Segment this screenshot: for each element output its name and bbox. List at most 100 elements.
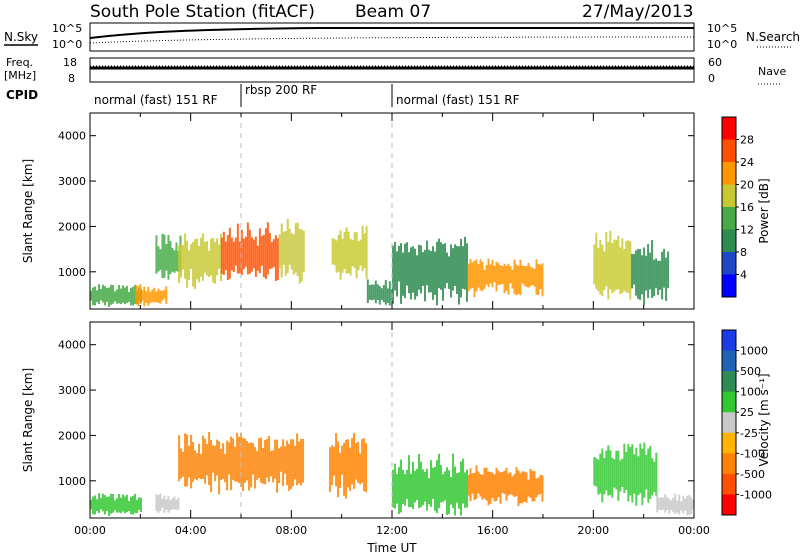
data-cell bbox=[268, 435, 271, 482]
data-cell bbox=[637, 456, 640, 496]
data-cell bbox=[631, 444, 634, 503]
data-cell bbox=[422, 252, 424, 286]
data-cell bbox=[473, 260, 476, 298]
nsky-tick-high: 10^5 bbox=[52, 22, 82, 35]
data-cell bbox=[228, 442, 231, 475]
data-cell bbox=[601, 244, 604, 297]
data-region bbox=[366, 279, 393, 306]
data-cell bbox=[597, 247, 600, 292]
data-cell bbox=[368, 284, 371, 300]
data-cell bbox=[641, 448, 644, 506]
freq-tick-low: 8 bbox=[68, 72, 75, 85]
data-cell bbox=[214, 445, 217, 482]
colorbar-swatch bbox=[722, 473, 736, 495]
data-cell bbox=[198, 245, 201, 283]
data-cell bbox=[331, 445, 334, 486]
colorbar-tick-label: 500 bbox=[740, 365, 761, 378]
data-cell bbox=[430, 251, 432, 293]
data-cell bbox=[351, 239, 354, 267]
data-cell bbox=[226, 235, 229, 281]
data-cell bbox=[424, 471, 426, 502]
data-cell bbox=[432, 468, 434, 499]
data-cell bbox=[276, 439, 279, 493]
data-cell bbox=[278, 448, 281, 484]
data-cell bbox=[460, 461, 462, 516]
data-cell bbox=[485, 467, 488, 501]
data-cell bbox=[458, 472, 460, 509]
data-cell bbox=[460, 238, 462, 298]
y-tick-label: 2000 bbox=[58, 220, 86, 233]
data-cell bbox=[535, 259, 538, 295]
data-cell bbox=[400, 243, 402, 304]
data-cell bbox=[428, 478, 430, 505]
data-cell bbox=[165, 243, 168, 271]
data-cell bbox=[151, 289, 154, 302]
data-cell bbox=[623, 249, 626, 291]
data-cell bbox=[645, 255, 648, 291]
data-cell bbox=[495, 261, 498, 292]
data-cell bbox=[517, 470, 520, 507]
colorbar-tick-label: -100 bbox=[740, 447, 765, 460]
data-cell bbox=[210, 238, 213, 276]
data-cell bbox=[155, 291, 158, 303]
data-cell bbox=[487, 471, 490, 506]
data-cell bbox=[141, 290, 144, 301]
data-cell bbox=[196, 453, 199, 481]
data-cell bbox=[658, 497, 661, 510]
data-cell bbox=[511, 269, 514, 289]
data-cell bbox=[294, 223, 297, 273]
data-cell bbox=[639, 249, 642, 300]
data-cell bbox=[499, 265, 502, 285]
data-cell bbox=[190, 434, 193, 489]
data-cell bbox=[130, 496, 132, 515]
data-cell bbox=[489, 471, 492, 504]
data-cell bbox=[458, 246, 460, 305]
data-cell bbox=[165, 286, 168, 305]
data-cell bbox=[653, 259, 656, 297]
colorbar-tick-label: 25 bbox=[740, 406, 754, 419]
data-cell bbox=[448, 470, 450, 514]
data-cell bbox=[434, 251, 436, 295]
colorbar-swatch bbox=[722, 162, 736, 185]
data-cell bbox=[222, 231, 225, 275]
data-cell bbox=[157, 494, 160, 513]
data-cell bbox=[192, 241, 195, 287]
data-cell bbox=[120, 497, 122, 514]
data-cell bbox=[611, 457, 614, 498]
data-cell bbox=[220, 448, 223, 481]
data-cell bbox=[388, 281, 391, 306]
data-cell bbox=[302, 230, 305, 272]
data-cell bbox=[244, 438, 247, 483]
data-region bbox=[135, 284, 168, 307]
data-cell bbox=[603, 251, 606, 290]
data-cell bbox=[412, 246, 414, 293]
data-region bbox=[178, 233, 223, 289]
data-cell bbox=[242, 238, 245, 270]
cpid-label: CPID bbox=[6, 88, 38, 102]
data-cell bbox=[521, 265, 524, 284]
data-cell bbox=[236, 223, 239, 274]
data-cell bbox=[270, 450, 273, 477]
data-cell bbox=[365, 443, 368, 493]
data-cell bbox=[228, 227, 231, 279]
data-cell bbox=[686, 495, 689, 516]
data-cell bbox=[434, 466, 436, 511]
data-cell bbox=[357, 241, 360, 271]
date-label: 27/May/2013 bbox=[582, 2, 694, 22]
data-cell bbox=[161, 498, 164, 508]
data-cell bbox=[208, 432, 211, 486]
data-cell bbox=[331, 238, 334, 265]
data-cell bbox=[513, 474, 516, 497]
nsky-tick-low: 10^0 bbox=[52, 38, 82, 51]
data-cell bbox=[300, 438, 303, 486]
data-cell bbox=[430, 460, 432, 507]
data-cell bbox=[483, 467, 486, 499]
data-cell bbox=[493, 474, 496, 502]
data-cell bbox=[400, 459, 402, 513]
data-cell bbox=[112, 493, 114, 513]
data-cell bbox=[200, 237, 203, 277]
data-cell bbox=[218, 244, 221, 269]
data-cell bbox=[104, 286, 106, 306]
data-cell bbox=[655, 258, 658, 289]
data-cell bbox=[274, 235, 277, 282]
